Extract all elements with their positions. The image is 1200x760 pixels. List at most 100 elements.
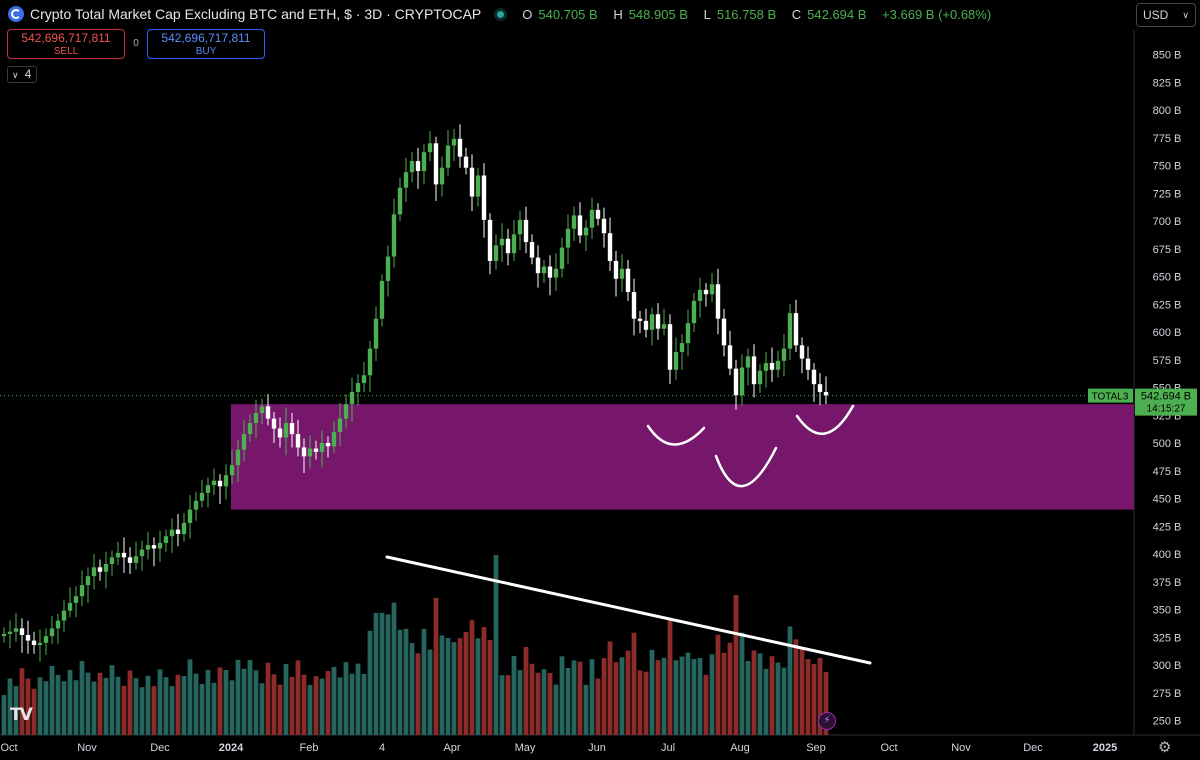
candle-body [97,567,103,572]
candle-body [511,234,517,254]
candle-body [475,175,481,197]
candle-body [265,406,271,419]
volume-bar [73,680,79,735]
candle-body [769,363,775,370]
volume-bar [553,684,559,735]
candle-body [763,363,769,371]
candle-body [493,245,499,261]
x-tick-label: Jul [661,742,675,754]
close-key: C [791,6,802,22]
x-tick-label: 2024 [219,742,244,754]
y-tick-label: 675 B [1153,244,1182,256]
volume-bar [391,602,397,735]
x-tick-label: Nov [951,742,971,754]
volume-bar [481,627,487,735]
volume-bar [421,628,427,735]
market-status-icon[interactable] [497,10,505,18]
volume-trendline [385,555,872,665]
indicators-toggle-button[interactable]: ∨ 4 [7,66,37,83]
volume-bar [583,684,589,735]
currency-select[interactable]: USD ∨ [1136,3,1196,27]
volume-bar [19,668,25,735]
volume-bar [361,673,367,735]
candle-body [139,549,145,557]
buy-button[interactable]: 542,696,717,811 BUY [147,29,265,59]
volume-bar [571,660,577,735]
candle-body [25,635,31,641]
candle-body [235,449,241,466]
volume-bar [667,618,673,735]
volume-bar [295,660,301,735]
candle-body [163,536,169,543]
volume-bar [85,672,91,735]
candle-body [595,209,601,219]
candle-body [313,448,319,452]
volume-bar [277,684,283,735]
volume-bar [535,672,541,735]
volume-bar [637,670,643,735]
candle-body [373,318,379,349]
open-key: O [522,6,533,22]
volume-bar [745,661,751,735]
currency-value: USD [1143,8,1169,22]
candle-body [319,443,325,452]
candle-body [727,345,733,369]
candle-body [607,233,613,261]
volume-bars [1,555,829,735]
candle-body [553,268,559,278]
candle-body [43,636,49,643]
gear-icon[interactable]: ⚙ [1158,739,1172,756]
change-value: +3.669 B (+0.68%) [882,6,992,22]
candle-body [175,529,181,535]
volume-bar [223,670,229,735]
volume-bar [517,670,523,735]
candle-body [739,367,745,396]
candle-body [715,284,721,319]
tradingview-logo[interactable]: TV [10,705,33,725]
candle-body [541,266,547,274]
volume-bar [643,671,649,735]
volume-bar [709,654,715,735]
candle-body [427,143,433,153]
ohlc-readout: O 540.705 B H 548.905 B L 516.758 B C 542.69… [522,7,997,22]
candle-body [331,431,337,447]
volume-bar [523,647,529,735]
sell-button[interactable]: 542,696,717,811 SELL [7,29,125,59]
candle-body [121,552,127,558]
y-tick-label: 750 B [1153,161,1182,173]
chevron-down-icon: ∨ [1182,10,1189,20]
candle-body [301,447,307,457]
chart-header: Crypto Total Market Cap Excluding BTC an… [8,4,997,24]
volume-bar [271,674,277,735]
close-value: 542.694 B [807,6,867,22]
candle-body [757,370,763,385]
x-tick-label: Dec [1023,742,1043,754]
y-tick-label: 625 B [1153,299,1182,311]
volume-bar [763,668,769,735]
volume-bar [691,659,697,735]
volume-bar [673,660,679,735]
y-tick-label: 300 B [1153,660,1182,672]
volume-bar [49,665,55,735]
volume-bar [247,660,253,735]
symbol-tag-label: TOTAL3 [1092,392,1129,403]
volume-bar [211,682,217,735]
candle-body [1,633,7,637]
volume-bar [469,620,475,735]
lightning-icon[interactable]: ⚡ [818,712,836,730]
volume-bar [199,683,205,735]
volume-bar [721,652,727,735]
candle-body [295,434,301,448]
candle-body [277,428,283,438]
y-tick-label: 775 B [1153,133,1182,145]
candle-body [217,480,223,487]
candle-body [457,138,463,157]
volume-bar [91,681,97,735]
volume-bar [217,667,223,735]
volume-bar [445,638,451,735]
candle-body [199,492,205,501]
volume-bar [697,658,703,735]
volume-bar [529,663,535,735]
candle-body [823,391,829,396]
